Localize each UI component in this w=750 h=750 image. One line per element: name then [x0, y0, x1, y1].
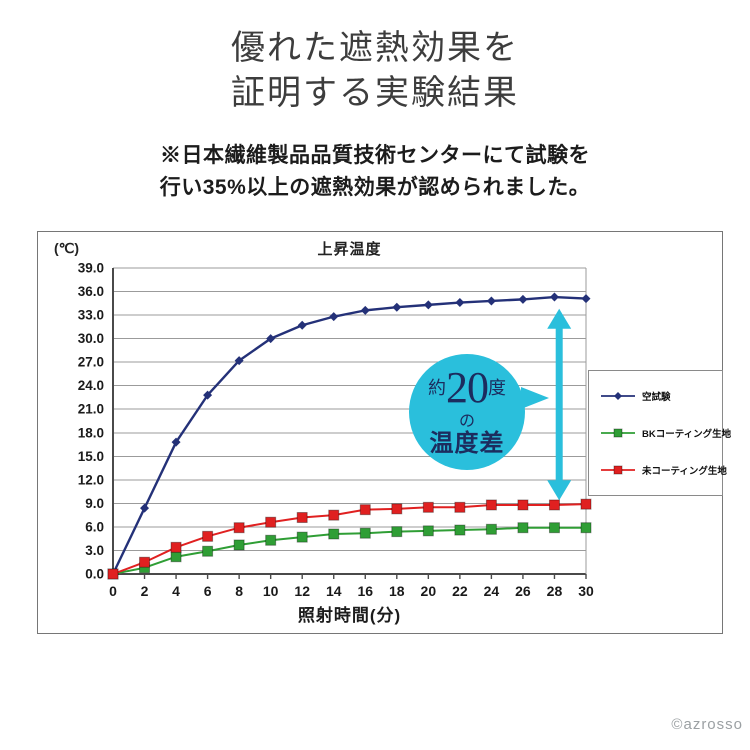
temperature-difference-callout: 約 20 度 の 温度差	[409, 354, 549, 470]
svg-text:6.0: 6.0	[85, 519, 104, 534]
svg-text:26: 26	[515, 583, 531, 599]
line-marker-icon	[601, 428, 635, 438]
line-marker-icon	[601, 391, 635, 400]
legend-item-bk-coating: BKコーティング生地	[599, 426, 731, 440]
svg-text:8: 8	[235, 583, 243, 599]
svg-text:4: 4	[172, 583, 180, 599]
svg-text:18: 18	[389, 583, 405, 599]
page-title: 優れた遮熱効果を 証明する実験結果	[0, 26, 750, 116]
chart-legend: 空試験 BKコーティング生地 未コーティング生地	[588, 370, 731, 496]
svg-text:21.0: 21.0	[78, 402, 104, 417]
test-note-line2: 行い35%以上の遮熱効果が認められました。	[159, 176, 591, 199]
chart-title: 上昇温度	[317, 241, 382, 258]
legend-label: BKコーティング生地	[642, 428, 732, 440]
svg-text:18.0: 18.0	[78, 425, 104, 440]
svg-text:9.0: 9.0	[85, 496, 104, 511]
x-axis-title: 照射時間(分)	[297, 606, 402, 625]
legend-item-blank-test: 空試験	[599, 389, 718, 403]
callout-suffix: 度	[488, 377, 506, 398]
line-marker-icon	[601, 465, 635, 475]
callout-line1: 約 20 度	[428, 362, 506, 412]
test-note-line1: ※日本繊維製品品質技術センターにて試験を	[160, 144, 590, 167]
page-title-line2: 証明する実験結果	[231, 75, 519, 112]
svg-text:10: 10	[263, 583, 279, 599]
svg-text:24.0: 24.0	[78, 378, 104, 393]
svg-text:12: 12	[294, 583, 310, 599]
callout-pointer-icon	[521, 387, 549, 409]
svg-text:24: 24	[484, 583, 500, 599]
svg-text:15.0: 15.0	[78, 449, 104, 464]
legend-label: 未コーティング生地	[642, 466, 727, 478]
chart-plot-area: 0.0 3.0 6.0 9.0 12.0 15.0 18.0 21.0 24.0 27.0 30.0…	[78, 261, 594, 600]
callout-prefix: 約	[428, 377, 446, 398]
callout-line2: の	[458, 412, 475, 430]
svg-text:2: 2	[141, 583, 149, 599]
svg-text:27.0: 27.0	[78, 355, 104, 370]
callout-line3: 温度差	[429, 430, 505, 457]
legend-label: 空試験	[642, 391, 671, 403]
svg-text:12.0: 12.0	[78, 472, 104, 487]
svg-text:30: 30	[578, 583, 594, 599]
svg-text:30.0: 30.0	[78, 331, 104, 346]
legend-item-uncoated: 未コーティング生地	[599, 463, 727, 477]
y-axis-unit-label: (℃)	[54, 240, 80, 256]
svg-text:20: 20	[421, 583, 437, 599]
svg-text:39.0: 39.0	[78, 261, 104, 276]
temperature-chart: 0.0 3.0 6.0 9.0 12.0 15.0 18.0 21.0 24.0 27.0 30.0…	[37, 231, 731, 634]
svg-text:6: 6	[204, 583, 212, 599]
svg-text:36.0: 36.0	[78, 284, 104, 299]
svg-text:33.0: 33.0	[78, 308, 104, 323]
callout-number: 20	[446, 362, 489, 412]
watermark: ©azrosso	[671, 716, 743, 733]
test-note: ※日本繊維製品品質技術センターにて試験を 行い35%以上の遮熱効果が認められまし…	[0, 140, 750, 204]
page-title-line1: 優れた遮熱効果を	[231, 30, 519, 67]
svg-text:22: 22	[452, 583, 468, 599]
svg-text:16: 16	[357, 583, 373, 599]
svg-text:3.0: 3.0	[85, 543, 104, 558]
svg-text:0.0: 0.0	[85, 567, 104, 582]
svg-text:0: 0	[109, 583, 117, 599]
svg-text:28: 28	[547, 583, 563, 599]
svg-text:14: 14	[326, 583, 342, 599]
